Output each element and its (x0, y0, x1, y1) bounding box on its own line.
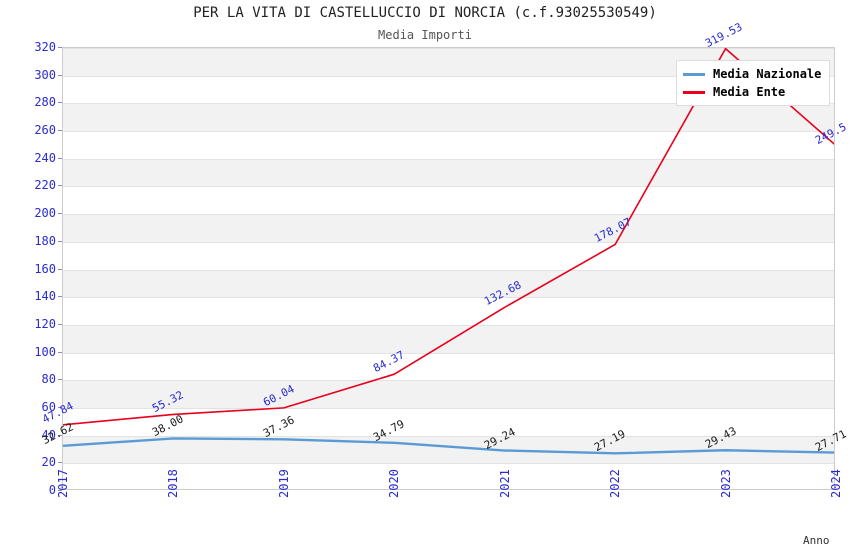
gridline (63, 270, 834, 271)
y-axis-tick-label: 320 (34, 40, 56, 54)
gridline (63, 436, 834, 437)
x-axis-tick-label: 2020 (387, 469, 402, 498)
y-axis-tick-label: 220 (34, 178, 56, 193)
chart-legend: Media Nazionale Media Ente (676, 60, 831, 106)
y-axis-tick-label: 160 (34, 261, 56, 276)
legend-item-media-nazionale[interactable]: Media Nazionale (683, 65, 821, 83)
y-axis-tick-label: 80 (41, 372, 56, 387)
y-axis-tick-label: 300 (34, 67, 56, 82)
y-axis-tick-label: 260 (34, 123, 56, 138)
y-axis-tick-label: 200 (34, 206, 56, 221)
background-band (63, 380, 834, 408)
background-band (63, 158, 834, 187)
gridline (63, 186, 834, 187)
gridline (63, 131, 834, 132)
series-lines (63, 48, 834, 455)
legend-item-media-ente[interactable]: Media Ente (683, 83, 821, 101)
y-axis-tick-label: 240 (34, 150, 56, 165)
gridline (63, 408, 834, 409)
gridline (63, 76, 834, 77)
x-axis-tick-label: 2023 (718, 469, 733, 498)
gridline (63, 325, 834, 326)
gridline (63, 242, 834, 243)
y-axis-tick-label: 20 (41, 455, 56, 470)
y-axis-tick-label: 120 (34, 316, 56, 331)
chart-subtitle: Media Importi (378, 28, 472, 42)
y-axis-tick-label: 60 (41, 399, 56, 414)
background-band (63, 324, 834, 353)
gridline (63, 214, 834, 215)
x-axis-tick-label: 2017 (56, 469, 70, 498)
y-axis-tick-label: 280 (34, 95, 56, 110)
gridline (63, 353, 834, 354)
x-axis-tick-label: 2021 (497, 469, 512, 498)
chart-title: PER LA VITA DI CASTELLUCCIO DI NORCIA (c… (193, 5, 657, 21)
series-line-media-nazionale (63, 437, 834, 455)
y-axis-tick-label: 100 (34, 344, 56, 359)
background-band (63, 103, 834, 132)
legend-swatch-media-ente (683, 90, 705, 94)
gridline (63, 463, 834, 464)
legend-swatch-media-nazionale (683, 72, 705, 76)
x-axis-label: Anno (803, 534, 830, 547)
y-axis-tick-label: 0 (48, 483, 56, 497)
plot-area (62, 47, 835, 490)
gridline (63, 297, 834, 298)
gridline (63, 48, 834, 49)
x-axis-tick-label: 2019 (276, 469, 291, 498)
y-axis-tick-label: 180 (34, 233, 56, 248)
y-axis-tick-label: 40 (41, 427, 56, 442)
y-axis-tick-label: 140 (34, 289, 56, 304)
x-axis-tick-label: 2018 (166, 469, 181, 498)
gridline (63, 103, 834, 104)
gridline (63, 159, 834, 160)
background-band (63, 269, 834, 298)
legend-label-media-ente: Media Ente (713, 85, 786, 99)
gridline (63, 380, 834, 381)
y-axis-label: Media (0, 234, 3, 268)
background-band (63, 214, 834, 242)
x-axis-tick-label: 2024 (829, 469, 843, 498)
x-axis-tick-label: 2022 (608, 469, 623, 498)
background-band (63, 435, 834, 464)
legend-label-media-nazionale: Media Nazionale (713, 67, 822, 81)
